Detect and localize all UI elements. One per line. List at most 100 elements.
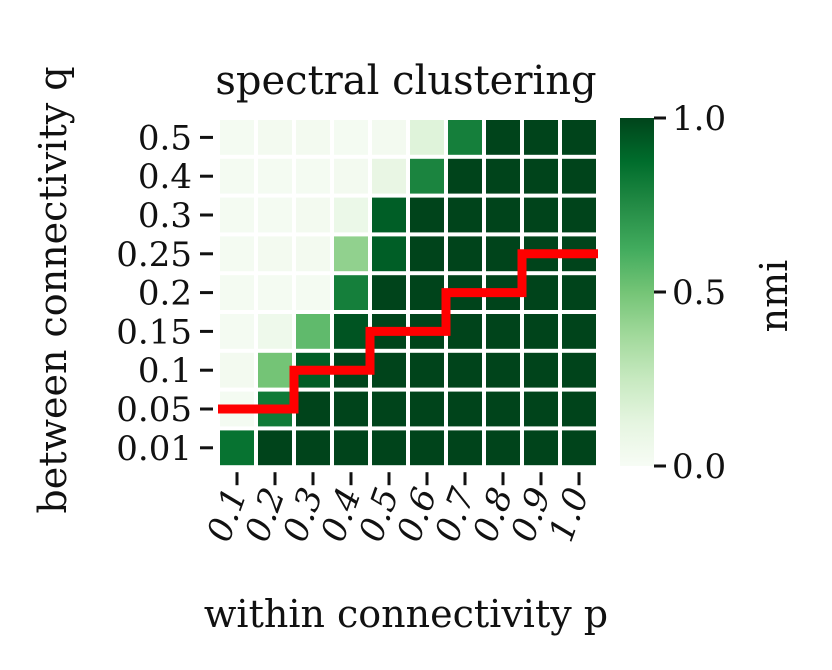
- heatmap-cell: [562, 391, 596, 427]
- heatmap-cell: [220, 236, 254, 272]
- colorbar: [620, 118, 654, 466]
- colorbar-ticks: 0.0 0.5 1.0: [654, 99, 726, 487]
- heatmap-cell: [334, 197, 368, 233]
- heatmap-cell: [296, 275, 330, 310]
- heatmap-cell: [410, 197, 444, 233]
- y-tick-label: 0.4: [138, 157, 192, 197]
- heatmap-cell: [334, 430, 368, 466]
- heatmap-cell: [372, 430, 406, 466]
- heatmap-cell: [524, 120, 558, 155]
- heatmap-cell: [448, 391, 482, 427]
- heatmap-cell: [296, 158, 330, 194]
- heatmap-cell: [334, 275, 368, 310]
- heatmap-cell: [334, 391, 368, 427]
- heatmap-cell: [448, 120, 482, 155]
- heatmap-cell: [372, 275, 406, 310]
- heatmap-cell: [410, 236, 444, 272]
- heatmap-cell: [562, 275, 596, 310]
- y-tick-label: 0.3: [138, 196, 192, 236]
- heatmap-cell: [258, 236, 292, 272]
- x-tick-label: 1.0: [541, 483, 597, 547]
- heatmap-cell: [372, 120, 406, 155]
- heatmap-cell: [410, 430, 444, 466]
- heatmap-cell: [524, 391, 558, 427]
- heatmap-cell: [410, 391, 444, 427]
- colorbar-tick-label: 0.0: [672, 447, 726, 487]
- chart-title: spectral clustering: [215, 58, 596, 104]
- heatmap-cell: [258, 158, 292, 194]
- heatmap-cell: [258, 120, 292, 155]
- heatmap-cell: [220, 120, 254, 155]
- heatmap-cell: [562, 430, 596, 466]
- heatmap-cell: [448, 314, 482, 349]
- heatmap-cell: [258, 275, 292, 310]
- heatmap-cell: [486, 352, 520, 388]
- heatmap-cell: [486, 236, 520, 272]
- heatmap-cell: [220, 314, 254, 349]
- heatmap-cell: [410, 352, 444, 388]
- heatmap-cell: [524, 197, 558, 233]
- heatmap-cell: [372, 236, 406, 272]
- heatmap-cell: [372, 197, 406, 233]
- y-tick-label: 0.2: [138, 274, 192, 314]
- heatmap-cell: [220, 275, 254, 310]
- heatmap-cell: [372, 391, 406, 427]
- y-tick-label: 0.05: [116, 390, 192, 430]
- heatmap-cell: [524, 275, 558, 310]
- heatmap-cell: [296, 430, 330, 466]
- heatmap-cell: [258, 352, 292, 388]
- heatmap-cell: [562, 352, 596, 388]
- heatmap-cell: [448, 236, 482, 272]
- heatmap-cell: [524, 314, 558, 349]
- y-tick-label: 0.25: [116, 235, 192, 275]
- heatmap-cell: [524, 352, 558, 388]
- heatmap-cell: [334, 158, 368, 194]
- y-tick-label: 0.15: [116, 312, 192, 352]
- heatmap-cell: [372, 158, 406, 194]
- y-axis-label: between connectivity q: [31, 66, 75, 513]
- heatmap-cell: [448, 352, 482, 388]
- colorbar-tick-label: 1.0: [672, 99, 726, 139]
- heatmap-cell: [410, 158, 444, 194]
- heatmap-cell: [562, 120, 596, 155]
- x-axis-ticks: 0.10.20.30.40.50.60.70.80.91.0: [199, 472, 597, 547]
- heatmap-cell: [410, 120, 444, 155]
- heatmap-cell: [296, 120, 330, 155]
- overlay-layer: [218, 249, 598, 414]
- heatmap-cell: [486, 158, 520, 194]
- heatmap-cell: [448, 158, 482, 194]
- heatmap-cell: [410, 275, 444, 310]
- heatmap-cell: [296, 391, 330, 427]
- heatmap-cell: [334, 120, 368, 155]
- x-axis-label: within connectivity p: [204, 592, 608, 636]
- heatmap-cell: [372, 352, 406, 388]
- heatmap-cell: [486, 197, 520, 233]
- heatmap-cell: [296, 197, 330, 233]
- y-tick-label: 0.5: [138, 118, 192, 158]
- heatmap-cell: [258, 197, 292, 233]
- heatmap-cell: [334, 236, 368, 272]
- heatmap-cell: [448, 430, 482, 466]
- heatmap-cell: [486, 391, 520, 427]
- y-tick-label: 0.01: [116, 429, 192, 469]
- heatmap-cell: [448, 197, 482, 233]
- heatmap-cell: [220, 352, 254, 388]
- colorbar-label: nmi: [752, 260, 796, 333]
- heatmap-cell: [220, 430, 254, 466]
- heatmap-cell: [486, 430, 520, 466]
- boundary-line: [218, 249, 598, 414]
- heatmap-cell: [296, 236, 330, 272]
- y-axis-ticks: 0.50.40.30.250.20.150.10.050.01: [116, 118, 213, 469]
- heatmap-cell: [258, 314, 292, 349]
- heatmap-cell: [524, 430, 558, 466]
- heatmap-cell: [296, 314, 330, 349]
- heatmap-cells: [220, 120, 596, 466]
- heatmap-cell: [258, 430, 292, 466]
- heatmap-cell: [220, 197, 254, 233]
- heatmap-cell: [486, 120, 520, 155]
- heatmap-cell: [562, 197, 596, 233]
- heatmap-cell: [486, 314, 520, 349]
- heatmap-cell: [562, 314, 596, 349]
- heatmap-cell: [524, 158, 558, 194]
